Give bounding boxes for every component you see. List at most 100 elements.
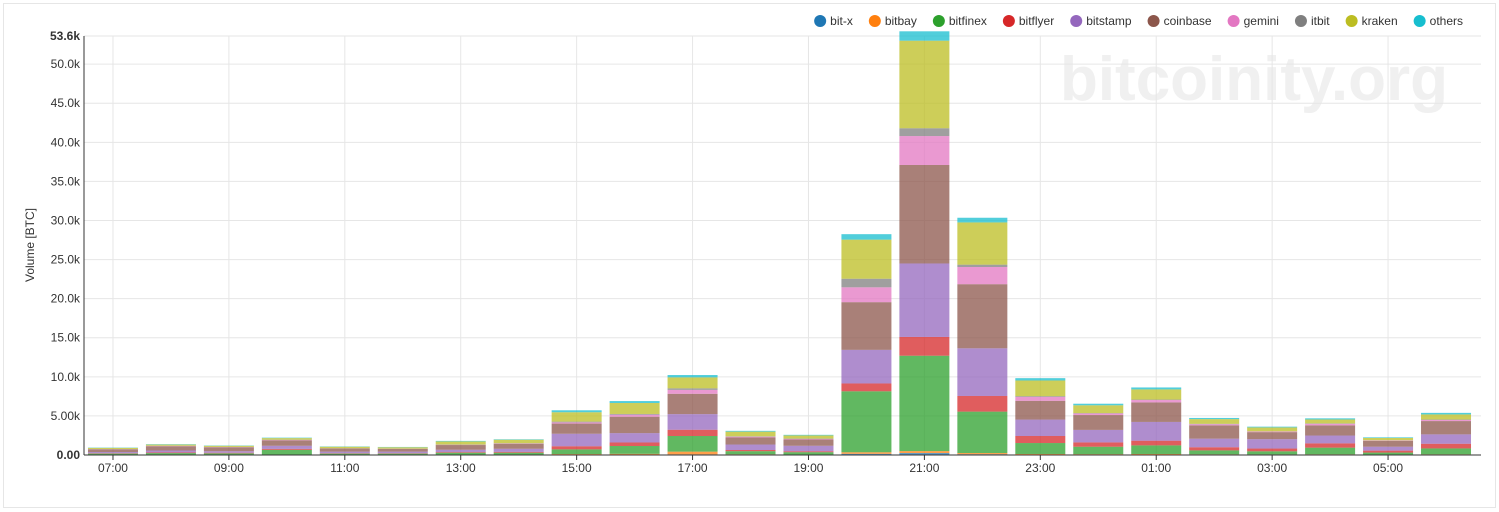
bar-segment-gemini[interactable]	[1015, 396, 1066, 401]
bar-segment-gemini[interactable]	[609, 414, 660, 417]
bar-segment-coinbase[interactable]	[783, 439, 834, 446]
bar-segment-bitflyer[interactable]	[667, 429, 718, 437]
bar-segment-bitstamp[interactable]	[1247, 439, 1298, 449]
bar-segment-bitflyer[interactable]	[261, 448, 312, 450]
bar-segment-coinbase[interactable]	[957, 284, 1008, 349]
legend-item-itbit[interactable]: itbit	[1294, 14, 1330, 28]
bar-segment-bit-x[interactable]	[899, 453, 950, 455]
bar-segment-others[interactable]	[899, 31, 950, 41]
bar-segment-bitflyer[interactable]	[1363, 450, 1414, 453]
bar-segment-bitstamp[interactable]	[1189, 438, 1240, 448]
bar-segment-bitstamp[interactable]	[841, 349, 892, 384]
bar-segment-bitbay[interactable]	[609, 453, 660, 455]
bar-segment-bitflyer[interactable]	[899, 336, 950, 356]
bar-segment-others[interactable]	[1363, 437, 1414, 438]
bar-segment-bitflyer[interactable]	[841, 383, 892, 392]
bar-segment-itbit[interactable]	[841, 278, 892, 288]
bar-segment-gemini[interactable]	[725, 436, 776, 438]
bar-segment-bitflyer[interactable]	[783, 451, 834, 453]
bar-segment-itbit[interactable]	[1015, 396, 1066, 397]
bar-segment-gemini[interactable]	[1247, 431, 1298, 433]
bar-segment-bitflyer[interactable]	[725, 449, 776, 452]
bar-segment-kraken[interactable]	[203, 445, 254, 447]
bar-segment-bitbay[interactable]	[551, 454, 602, 455]
bar-segment-bitbay[interactable]	[1131, 453, 1182, 455]
bar-segment-kraken[interactable]	[87, 447, 138, 450]
bar-segment-gemini[interactable]	[1073, 413, 1124, 416]
bar-segment-gemini[interactable]	[957, 266, 1008, 285]
bar-segment-bitstamp[interactable]	[493, 448, 544, 452]
bar-segment-gemini[interactable]	[899, 136, 950, 165]
bar-segment-kraken[interactable]	[551, 412, 602, 422]
bar-segment-bitfinex[interactable]	[319, 453, 370, 455]
bar-segment-bitfinex[interactable]	[725, 451, 776, 455]
bar-segment-bitstamp[interactable]	[1421, 434, 1472, 444]
bar-segment-bitfinex[interactable]	[957, 411, 1008, 454]
bar-segment-others[interactable]	[783, 434, 834, 436]
bar-segment-bitflyer[interactable]	[1131, 440, 1182, 446]
bar-segment-others[interactable]	[841, 234, 892, 240]
bar-segment-kraken[interactable]	[725, 431, 776, 437]
bar-segment-bitstamp[interactable]	[1073, 429, 1124, 443]
bar-segment-bitbay[interactable]	[899, 451, 950, 454]
bar-segment-bitfinex[interactable]	[1247, 451, 1298, 455]
bar-segment-bitfinex[interactable]	[1015, 443, 1066, 454]
bar-segment-bitfinex[interactable]	[1131, 445, 1182, 454]
bar-segment-bitstamp[interactable]	[261, 445, 312, 449]
bar-segment-bitstamp[interactable]	[667, 414, 718, 430]
bar-segment-bitstamp[interactable]	[725, 444, 776, 450]
bar-segment-kraken[interactable]	[1073, 405, 1124, 414]
bar-segment-kraken[interactable]	[1131, 389, 1182, 400]
bar-segment-bitfinex[interactable]	[261, 449, 312, 455]
bar-segment-bitstamp[interactable]	[899, 263, 950, 337]
bar-segment-others[interactable]	[1073, 403, 1124, 406]
bar-segment-coinbase[interactable]	[1305, 425, 1356, 436]
bar-segment-bitbay[interactable]	[667, 451, 718, 455]
bar-segment-bitfinex[interactable]	[609, 446, 660, 454]
bar-segment-kraken[interactable]	[783, 435, 834, 439]
bar-segment-coinbase[interactable]	[1189, 425, 1240, 439]
bar-segment-bitstamp[interactable]	[1015, 419, 1066, 437]
bar-segment-others[interactable]	[1247, 426, 1298, 428]
bar-segment-bitstamp[interactable]	[1131, 421, 1182, 441]
bar-segment-bitstamp[interactable]	[377, 451, 428, 454]
bar-segment-others[interactable]	[957, 217, 1008, 223]
bar-segment-kraken[interactable]	[377, 447, 428, 449]
bar-segment-kraken[interactable]	[609, 403, 660, 414]
bar-segment-bitflyer[interactable]	[1015, 436, 1066, 444]
bar-segment-bitflyer[interactable]	[551, 446, 602, 450]
bar-segment-bitfinex[interactable]	[145, 453, 196, 455]
legend-item-bitstamp[interactable]: bitstamp	[1070, 14, 1132, 28]
bar-segment-gemini[interactable]	[1421, 419, 1472, 422]
legend-item-bit-x[interactable]: bit-x	[814, 14, 853, 28]
bar-segment-bitfinex[interactable]	[783, 452, 834, 455]
bar-segment-bitflyer[interactable]	[1305, 443, 1356, 448]
bar-segment-others[interactable]	[435, 440, 486, 442]
bar-segment-coinbase[interactable]	[435, 445, 486, 450]
legend-item-bitfinex[interactable]: bitfinex	[932, 14, 987, 28]
bar-segment-itbit[interactable]	[899, 128, 950, 137]
bar-segment-others[interactable]	[609, 401, 660, 404]
bar-segment-bitbay[interactable]	[957, 453, 1008, 455]
bar-segment-gemini[interactable]	[551, 422, 602, 424]
bar-segment-bitflyer[interactable]	[1189, 447, 1240, 451]
bar-segment-coinbase[interactable]	[1247, 432, 1298, 440]
bar-segment-coinbase[interactable]	[319, 448, 370, 452]
bar-segment-bitstamp[interactable]	[203, 451, 254, 453]
bar-segment-coinbase[interactable]	[1363, 440, 1414, 447]
bar-segment-coinbase[interactable]	[667, 393, 718, 415]
bar-segment-coinbase[interactable]	[1073, 415, 1124, 430]
bar-segment-bitfinex[interactable]	[1421, 448, 1472, 455]
bar-segment-bitflyer[interactable]	[1247, 448, 1298, 452]
bar-segment-bitfinex[interactable]	[551, 449, 602, 455]
bar-segment-bitstamp[interactable]	[319, 451, 370, 454]
bar-segment-others[interactable]	[551, 410, 602, 413]
bar-segment-kraken[interactable]	[319, 446, 370, 449]
bar-segment-bit-x[interactable]	[841, 453, 892, 455]
bar-segment-bitfinex[interactable]	[667, 436, 718, 452]
bar-segment-kraken[interactable]	[145, 444, 196, 446]
bar-segment-coinbase[interactable]	[145, 446, 196, 451]
bar-segment-others[interactable]	[1421, 412, 1472, 415]
legend-item-coinbase[interactable]: coinbase	[1147, 14, 1212, 28]
bar-segment-kraken[interactable]	[435, 441, 486, 445]
